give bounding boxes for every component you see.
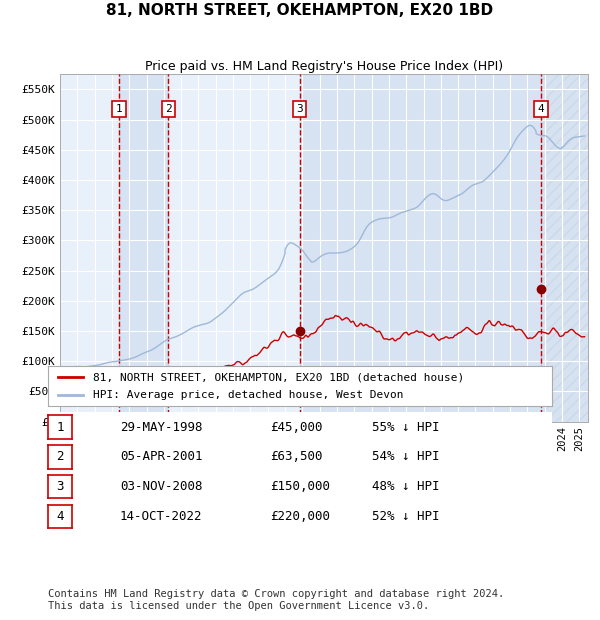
Text: £150,000: £150,000	[270, 480, 330, 493]
Text: 3: 3	[296, 104, 303, 114]
Text: 81, NORTH STREET, OKEHAMPTON, EX20 1BD (detached house): 81, NORTH STREET, OKEHAMPTON, EX20 1BD (…	[94, 372, 464, 382]
Text: 48% ↓ HPI: 48% ↓ HPI	[372, 480, 439, 493]
Text: 1: 1	[116, 104, 122, 114]
Title: Price paid vs. HM Land Registry's House Price Index (HPI): Price paid vs. HM Land Registry's House …	[145, 60, 503, 73]
Text: £220,000: £220,000	[270, 510, 330, 523]
Bar	[299, 74, 541, 422]
Text: 3: 3	[56, 480, 64, 493]
Text: 14-OCT-2022: 14-OCT-2022	[120, 510, 203, 523]
Text: 2: 2	[56, 451, 64, 463]
Text: £63,500: £63,500	[270, 451, 323, 463]
Bar	[119, 74, 169, 422]
Text: 05-APR-2001: 05-APR-2001	[120, 451, 203, 463]
Text: 52% ↓ HPI: 52% ↓ HPI	[372, 510, 439, 523]
Text: HPI: Average price, detached house, West Devon: HPI: Average price, detached house, West…	[94, 390, 404, 400]
Bar	[541, 74, 588, 422]
Text: 2: 2	[165, 104, 172, 114]
Text: £45,000: £45,000	[270, 421, 323, 433]
Text: 4: 4	[538, 104, 544, 114]
Text: 54% ↓ HPI: 54% ↓ HPI	[372, 451, 439, 463]
Text: 03-NOV-2008: 03-NOV-2008	[120, 480, 203, 493]
Text: 81, NORTH STREET, OKEHAMPTON, EX20 1BD: 81, NORTH STREET, OKEHAMPTON, EX20 1BD	[106, 3, 494, 18]
Text: Contains HM Land Registry data © Crown copyright and database right 2024.
This d: Contains HM Land Registry data © Crown c…	[48, 589, 504, 611]
Text: 1: 1	[56, 421, 64, 433]
Text: 4: 4	[56, 510, 64, 523]
Text: 29-MAY-1998: 29-MAY-1998	[120, 421, 203, 433]
Text: 55% ↓ HPI: 55% ↓ HPI	[372, 421, 439, 433]
